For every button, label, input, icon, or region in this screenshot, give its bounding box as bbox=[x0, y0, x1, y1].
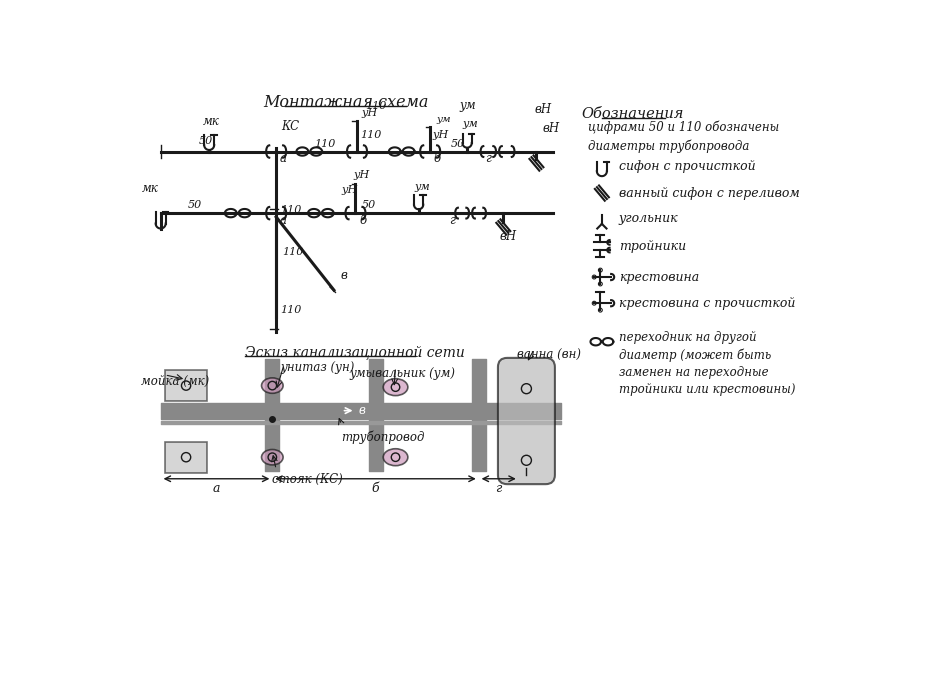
Text: вН: вН bbox=[542, 122, 559, 135]
Text: а: а bbox=[279, 214, 286, 227]
FancyBboxPatch shape bbox=[498, 358, 554, 484]
Text: унитаз (ун): унитаз (ун) bbox=[280, 361, 354, 374]
Text: ум: ум bbox=[459, 99, 476, 112]
FancyBboxPatch shape bbox=[165, 370, 207, 401]
Text: мк: мк bbox=[203, 114, 220, 128]
Text: трубопровод: трубопровод bbox=[341, 430, 425, 444]
Text: тройники: тройники bbox=[618, 239, 685, 253]
Text: ванна (вн): ванна (вн) bbox=[516, 350, 580, 362]
Text: б: б bbox=[433, 152, 440, 165]
Text: ум: ум bbox=[436, 115, 451, 124]
Text: г: г bbox=[495, 482, 502, 495]
Text: стояк (КС): стояк (КС) bbox=[272, 473, 343, 487]
Text: мк: мк bbox=[141, 181, 158, 195]
Text: Обозначения: Обозначения bbox=[581, 107, 683, 121]
Text: уН: уН bbox=[341, 185, 358, 195]
Text: 110: 110 bbox=[280, 305, 301, 315]
Text: Монтажная схема: Монтажная схема bbox=[262, 94, 427, 111]
Ellipse shape bbox=[261, 378, 283, 393]
Text: г: г bbox=[485, 152, 491, 165]
Text: крестовина с прочисткой: крестовина с прочисткой bbox=[618, 297, 794, 310]
Text: б: б bbox=[372, 482, 379, 495]
Ellipse shape bbox=[383, 379, 407, 396]
Text: КС: КС bbox=[281, 120, 298, 133]
Text: в: в bbox=[339, 269, 347, 281]
Text: ум: ум bbox=[414, 182, 430, 192]
Text: ванный сифон с переливом: ванный сифон с переливом bbox=[618, 186, 799, 200]
Text: 110: 110 bbox=[282, 248, 303, 258]
Text: уН: уН bbox=[353, 170, 369, 181]
Text: цифрами 50 и 110 обозначены
диаметры трубопровода: цифрами 50 и 110 обозначены диаметры тру… bbox=[588, 121, 779, 153]
FancyBboxPatch shape bbox=[165, 442, 207, 473]
Text: мойка (мк): мойка (мк) bbox=[141, 375, 210, 388]
Text: сифон с прочисткой: сифон с прочисткой bbox=[618, 161, 755, 173]
Text: крестовина: крестовина bbox=[618, 271, 698, 283]
Text: 50: 50 bbox=[198, 136, 212, 146]
Text: 50: 50 bbox=[451, 139, 464, 149]
Text: 110: 110 bbox=[364, 101, 386, 111]
Text: а: а bbox=[279, 152, 286, 165]
Text: 110: 110 bbox=[314, 139, 336, 149]
Text: уН: уН bbox=[362, 108, 377, 118]
Ellipse shape bbox=[383, 449, 407, 466]
Text: 110: 110 bbox=[360, 130, 381, 140]
Text: уН: уН bbox=[432, 130, 449, 140]
Text: вН: вН bbox=[499, 230, 516, 243]
Text: вН: вН bbox=[534, 103, 552, 116]
Text: умывальник (ум): умывальник (ум) bbox=[349, 367, 455, 380]
Text: 110: 110 bbox=[280, 205, 301, 215]
Text: б: б bbox=[359, 214, 366, 227]
Text: г: г bbox=[449, 214, 455, 227]
Text: Эскиз канализационной сети: Эскиз канализационной сети bbox=[245, 346, 464, 359]
Text: 50: 50 bbox=[362, 200, 375, 211]
Text: 50: 50 bbox=[187, 200, 202, 211]
Text: а: а bbox=[212, 482, 220, 495]
Ellipse shape bbox=[261, 450, 283, 465]
Text: угольник: угольник bbox=[618, 212, 678, 225]
Text: переходник на другой
диаметр (может быть
заменен на переходные
тройники или крес: переходник на другой диаметр (может быть… bbox=[618, 331, 794, 396]
Text: ум: ум bbox=[462, 119, 477, 129]
Text: в: в bbox=[358, 404, 365, 417]
